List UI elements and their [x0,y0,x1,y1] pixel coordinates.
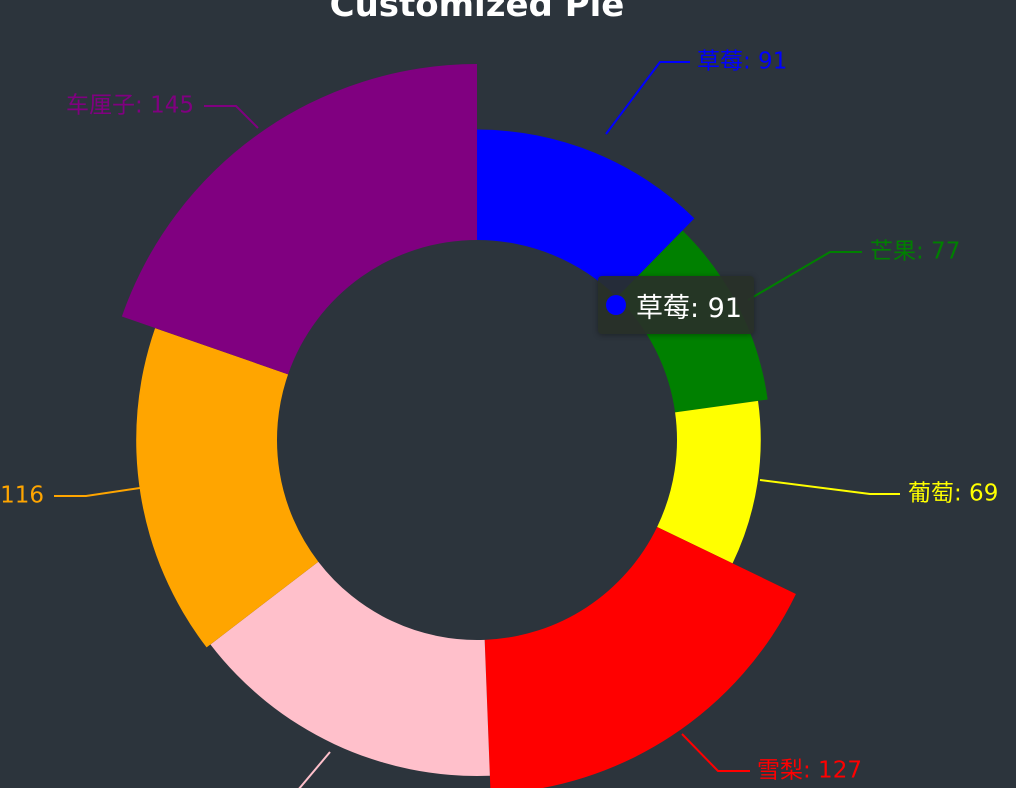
leader-line-2 [759,479,900,495]
slice-label-2: 葡萄: 69 [908,481,998,507]
leader-lines-group [54,61,900,788]
pie-slice-0[interactable] [477,129,695,298]
tooltip: 草莓: 91 [598,276,755,334]
labels-group: 草莓: 91 芒果: 77 葡萄: 69 雪梨: 127 116 车厘子: 145 [0,49,998,784]
slice-label-6: 车厘子: 145 [66,93,194,119]
slice-label-1: 芒果: 77 [870,239,960,265]
slice-label-0: 草莓: 91 [697,49,787,75]
leader-line-4 [298,751,331,788]
slices-group [121,64,796,788]
leader-line-0 [605,61,690,135]
pie-slice-6[interactable] [121,64,477,375]
leader-line-5 [54,487,141,497]
tooltip-dot-icon [606,295,626,315]
pie-slice-2[interactable] [657,400,761,564]
chart-title: Customized Pie [330,0,625,25]
pie-slice-4[interactable] [210,561,490,776]
slice-label-3: 雪梨: 127 [757,758,862,784]
leader-line-6 [204,105,259,129]
leader-line-1 [747,251,862,301]
leader-line-3 [681,733,750,772]
pie-slice-3[interactable] [484,526,796,788]
tooltip-text: 草莓: 91 [636,292,743,324]
slice-label-5: 116 [0,483,44,509]
pie-slice-5[interactable] [136,328,319,648]
